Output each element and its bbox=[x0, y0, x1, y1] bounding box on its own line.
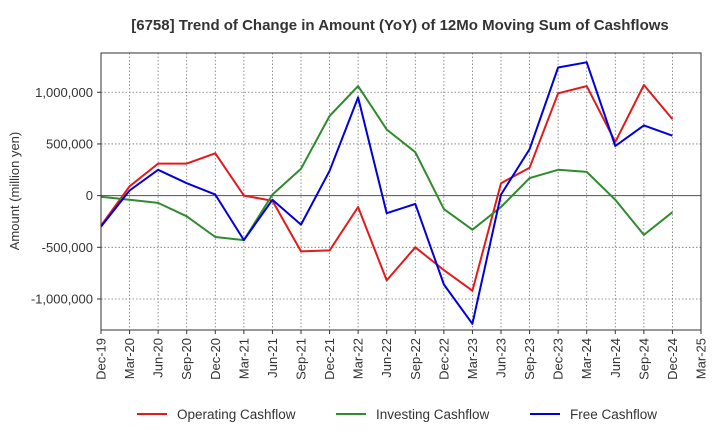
x-tick-label: Mar-21 bbox=[236, 338, 251, 379]
x-tick-label: Jun-20 bbox=[151, 338, 166, 378]
x-tick-label: Dec-19 bbox=[94, 338, 109, 380]
x-tick-label: Mar-24 bbox=[579, 338, 594, 379]
legend: Operating Cashflow Investing Cashflow Free… bbox=[137, 407, 657, 422]
x-tick-label: Sep-23 bbox=[522, 338, 537, 380]
grid bbox=[100, 53, 702, 330]
chart-title: [6758] Trend of Change in Amount (YoY) o… bbox=[131, 17, 669, 34]
x-tick-label: Jun-23 bbox=[494, 338, 509, 378]
free-cashflow-legend-label: Free Cashflow bbox=[570, 407, 657, 422]
x-tick-label: Mar-25 bbox=[694, 338, 709, 379]
x-tick-label: Dec-21 bbox=[322, 338, 337, 380]
x-tick-label: Sep-21 bbox=[294, 338, 309, 380]
y-tick-label: 0 bbox=[86, 188, 93, 203]
x-tick-label: Sep-22 bbox=[408, 338, 423, 380]
x-tick-label: Jun-21 bbox=[265, 338, 280, 378]
y-tick-label: -1,000,000 bbox=[31, 291, 93, 306]
free-cashflow-line bbox=[100, 61, 673, 325]
x-tick-label: Dec-20 bbox=[208, 338, 223, 380]
investing-cashflow-line bbox=[100, 85, 674, 242]
x-tick-label: Mar-22 bbox=[351, 338, 366, 379]
x-tick-label: Mar-23 bbox=[465, 338, 480, 379]
operating-cashflow-line bbox=[100, 84, 674, 292]
y-tick-label: 500,000 bbox=[46, 136, 93, 151]
x-axis-ticks: Dec-19 Mar-20 Jun-20 Sep-20 Dec-20 Mar-21 Jun-… bbox=[94, 330, 709, 380]
y-tick-label: -500,000 bbox=[42, 240, 93, 255]
x-tick-label: Sep-24 bbox=[636, 338, 651, 380]
x-tick-label: Dec-24 bbox=[665, 338, 680, 380]
x-tick-label: Jun-22 bbox=[379, 338, 394, 378]
y-axis-title: Amount (million yen) bbox=[7, 132, 22, 251]
y-tick-label: 1,000,000 bbox=[35, 85, 93, 100]
y-axis-ticks: -1,000,000 -500,000 0 500,000 1,000,000 bbox=[31, 85, 101, 306]
x-tick-label: Mar-20 bbox=[122, 338, 137, 379]
x-tick-label: Jun-24 bbox=[608, 338, 623, 378]
investing-cashflow-legend-label: Investing Cashflow bbox=[376, 407, 490, 422]
x-tick-label: Sep-20 bbox=[179, 338, 194, 380]
series-lines bbox=[100, 61, 674, 325]
x-tick-label: Dec-22 bbox=[436, 338, 451, 380]
operating-cashflow-legend-label: Operating Cashflow bbox=[177, 407, 296, 422]
x-tick-label: Dec-23 bbox=[551, 338, 566, 380]
plot-area-border bbox=[100, 52, 702, 331]
